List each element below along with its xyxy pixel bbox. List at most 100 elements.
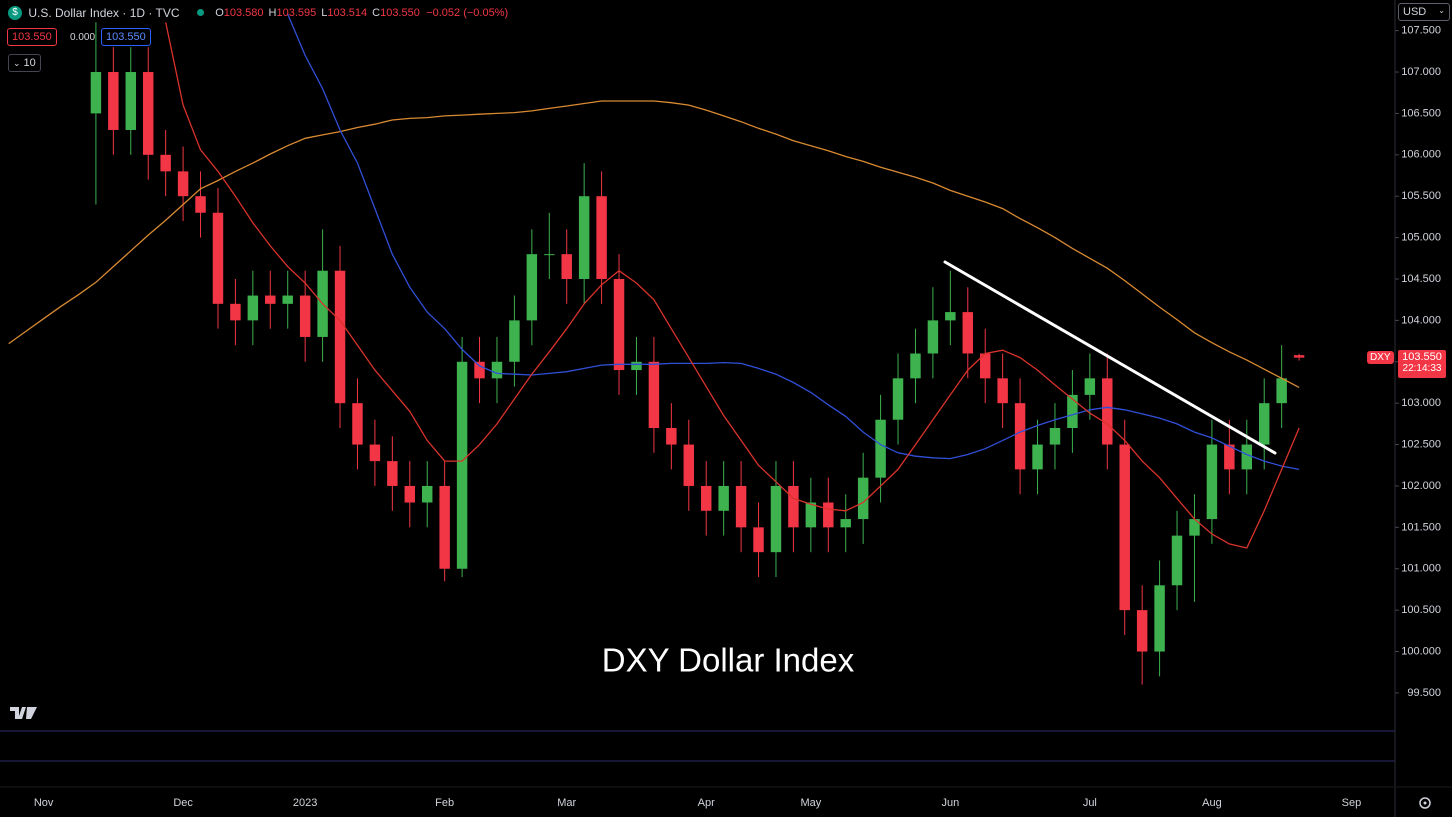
candle-body — [1102, 378, 1113, 445]
ohlc-key: C — [372, 6, 381, 19]
settings-icon[interactable] — [1419, 797, 1431, 809]
candle-body — [439, 485, 450, 569]
candle-body — [823, 502, 834, 528]
candle-body — [108, 72, 119, 130]
candle-body — [1276, 378, 1287, 404]
candle-body — [1014, 403, 1026, 470]
candle-body — [805, 502, 817, 528]
candle-body — [840, 519, 851, 528]
candle-body — [90, 72, 102, 114]
candle-body — [927, 320, 939, 354]
indicators-count: 10 — [23, 57, 36, 69]
x-tick-label: Jun — [941, 797, 959, 809]
candle-body — [456, 361, 468, 569]
candle-body — [613, 278, 625, 371]
candle-body — [491, 361, 503, 379]
ohlc-key: H — [268, 6, 277, 19]
candle-body — [875, 419, 886, 478]
candle-body — [299, 295, 311, 337]
x-tick-label: Mar — [557, 797, 576, 809]
candle-body — [962, 312, 974, 354]
y-tick-label: 105.500 — [1401, 190, 1441, 202]
candle-body — [404, 485, 416, 503]
y-tick-label: 106.500 — [1401, 107, 1441, 119]
moving-average — [287, 13, 1300, 471]
x-tick-label: Nov — [34, 797, 54, 809]
y-tick-label: 103.000 — [1401, 397, 1441, 409]
candle-body — [648, 361, 660, 429]
moving-average — [165, 22, 1300, 549]
currency: USD — [1403, 6, 1427, 18]
candle-body — [526, 254, 538, 321]
candle-body — [474, 361, 485, 379]
candle-body — [788, 485, 799, 528]
plot — [8, 13, 1305, 685]
x-tick-label: Apr — [698, 797, 715, 809]
candle-body — [1171, 535, 1183, 586]
candle-body — [1067, 394, 1078, 429]
candle-body — [1241, 444, 1253, 470]
x-tick-label: Feb — [435, 797, 454, 809]
candle-body — [857, 477, 869, 520]
price-tag: 103.550 22:14:33 — [1398, 350, 1446, 378]
currency-selector[interactable]: USD ⌄ — [1398, 3, 1450, 21]
y-tick-label: 100.500 — [1401, 604, 1441, 616]
ohlc-value: 103.550 — [380, 6, 420, 19]
chart-annotation: DXY Dollar Index — [602, 642, 855, 679]
candle-body — [753, 527, 764, 553]
ohlc-value: 103.514 — [327, 6, 368, 19]
candle-body — [142, 72, 154, 155]
candle-body — [561, 254, 572, 279]
candle-body — [1154, 585, 1165, 652]
x-tick-label: Dec — [173, 797, 193, 809]
candle-body — [1293, 355, 1305, 358]
candle-body — [770, 485, 782, 553]
candle-body — [997, 378, 1008, 404]
candle-body — [282, 295, 293, 304]
candle-body — [195, 196, 206, 213]
y-tick-label: 99.500 — [1407, 687, 1441, 699]
candle-body — [1224, 444, 1235, 470]
candle-body — [160, 154, 171, 172]
ohlc-values: O103.580 H103.595 L103.514 C103.550 — [215, 7, 420, 19]
candle-body — [230, 303, 241, 321]
candle-body — [892, 378, 904, 420]
x-tick-label: 2023 — [293, 797, 317, 809]
candle-body — [334, 270, 346, 404]
symbol-row: $ U.S. Dollar Index · 1D · TVC O103.580 H… — [8, 5, 508, 20]
ohlc-key: L — [321, 6, 328, 19]
symbol-icon: $ — [8, 5, 22, 20]
y-tick-label: 100.000 — [1401, 645, 1441, 657]
y-tick-label: 107.500 — [1401, 25, 1441, 37]
candle-body — [421, 485, 433, 503]
candle-body — [945, 312, 956, 321]
candle-body — [578, 196, 590, 279]
candle-body — [212, 212, 224, 304]
candle-body — [979, 353, 991, 379]
ohlc-value: 103.580 — [223, 6, 264, 19]
indicators-toggle[interactable]: ⌄ 10 — [8, 54, 41, 72]
candle-body — [1119, 444, 1130, 611]
candle-body — [718, 485, 729, 511]
candle-body — [177, 171, 189, 197]
moving-average — [8, 100, 1300, 388]
y-tick-label: 101.000 — [1401, 563, 1441, 575]
price-tag-symbol: DXY — [1367, 351, 1394, 364]
bid-price[interactable]: 103.550 — [7, 28, 57, 46]
symbol-title[interactable]: U.S. Dollar Index · 1D · TVC — [28, 5, 180, 20]
candle-body — [509, 320, 520, 362]
candle-body — [1136, 610, 1148, 652]
candle-body — [544, 254, 555, 256]
y-tick-label: 101.500 — [1401, 521, 1441, 533]
ask-price[interactable]: 103.550 — [101, 28, 151, 46]
price-tag-price: 103.550 — [1402, 351, 1442, 363]
trend-line — [943, 260, 1277, 455]
market-status — [196, 9, 204, 17]
candle-body — [1258, 403, 1270, 445]
candle-body — [1206, 444, 1218, 520]
ohlc-value: 103.595 — [276, 6, 317, 19]
ohlc-key: O — [215, 6, 224, 19]
candle-body — [125, 72, 137, 130]
candle-body — [683, 444, 695, 486]
